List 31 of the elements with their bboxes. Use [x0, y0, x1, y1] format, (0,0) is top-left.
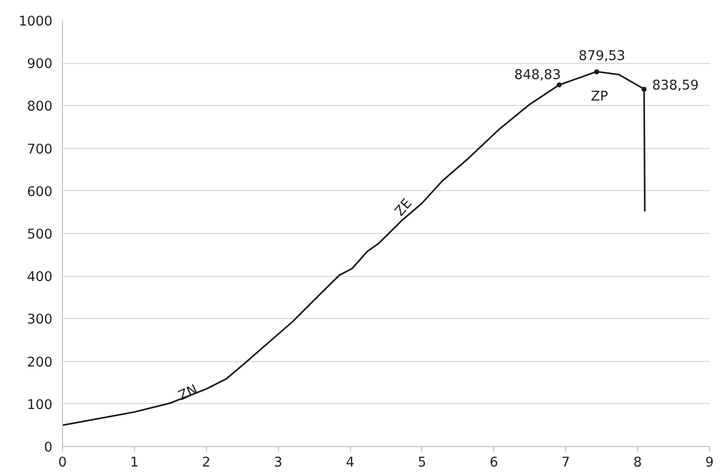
- y-tick-label: 300: [27, 312, 53, 328]
- point: [594, 69, 600, 74]
- y-tick-label: 700: [27, 142, 53, 158]
- data-label: 879,53: [578, 48, 626, 64]
- y-tick-label: 0: [44, 440, 53, 456]
- x-tick-label: 3: [274, 456, 282, 470]
- x-tick-label: 8: [633, 456, 642, 470]
- y-tick-label: 1000: [18, 14, 53, 30]
- x-tick-label: 0: [58, 456, 67, 470]
- y-tick-label: 200: [27, 355, 53, 370]
- annotation: ZP: [590, 90, 608, 105]
- x-tick-label: 4: [346, 456, 354, 470]
- x-tick-label: 5: [418, 456, 426, 470]
- line-series: [62, 70, 646, 426]
- y-tick-label: 400: [27, 270, 53, 286]
- y-tick-label: 900: [27, 57, 53, 72]
- y-tick-label: 500: [27, 228, 53, 242]
- data-label: 848,83: [514, 68, 561, 83]
- data-label: 838,59: [652, 78, 699, 94]
- annotation: ZE: [392, 196, 416, 220]
- x-tick-label: 6: [490, 456, 498, 470]
- annotation: ZN: [176, 382, 200, 404]
- x-tick-label: 2: [202, 456, 211, 470]
- point: [642, 86, 647, 92]
- y-tick-label: 100: [27, 398, 53, 413]
- x-tick-label: 1: [130, 456, 139, 470]
- y-tick-label: 600: [27, 184, 53, 200]
- y-tick-label: 800: [27, 100, 53, 115]
- x-tick-label: 7: [561, 456, 570, 470]
- point: [556, 82, 562, 88]
- x-tick-label: 9: [705, 456, 714, 470]
